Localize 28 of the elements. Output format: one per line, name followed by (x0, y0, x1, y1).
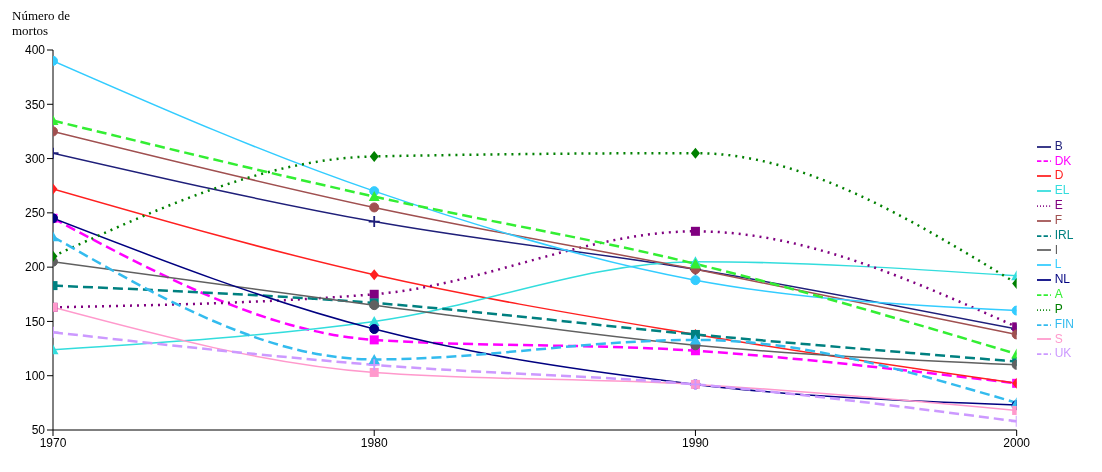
legend-label: E (1054, 198, 1063, 213)
x-tick-label: 1980 (360, 435, 388, 450)
legend-label: NL (1054, 272, 1070, 287)
y-tick-label: 50 (31, 423, 46, 438)
legend-label: A (1054, 287, 1063, 302)
y-tick-label: 100 (24, 368, 46, 383)
legend-label: S (1054, 331, 1063, 346)
legend-label: UK (1054, 346, 1072, 361)
y-axis-title: Número de mortos (12, 8, 72, 40)
x-tick-label: 1970 (39, 435, 67, 450)
legend-label: P (1054, 301, 1063, 316)
legend-label: I (1054, 242, 1058, 257)
y-tick-label: 350 (24, 97, 46, 112)
y-tick-label: 250 (24, 206, 46, 221)
y-tick-label: 200 (24, 260, 46, 275)
y-tick-label: 150 (24, 314, 46, 329)
legend-label: IRL (1054, 227, 1074, 242)
legend-label: DK (1054, 153, 1072, 168)
legend-label: B (1054, 138, 1063, 153)
legend-label: EL (1054, 183, 1070, 198)
x-tick-label: 1990 (682, 435, 710, 450)
y-tick-label: 300 (24, 151, 46, 166)
legend-label: D (1054, 168, 1064, 183)
legend-label: F (1054, 212, 1062, 227)
legend-label: L (1054, 257, 1062, 272)
y-tick-label: 400 (24, 43, 46, 58)
legend-label: FIN (1054, 316, 1074, 331)
x-tick-label: 2000 (1003, 435, 1031, 450)
